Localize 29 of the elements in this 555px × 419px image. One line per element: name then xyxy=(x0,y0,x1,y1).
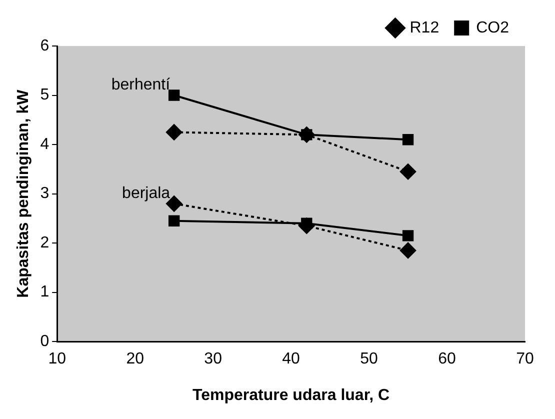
y-tick-label: 6 xyxy=(40,37,50,54)
legend-label: CO2 xyxy=(476,19,510,36)
y-tick-label: 2 xyxy=(40,234,50,252)
y-tick-label: 4 xyxy=(40,136,50,153)
x-axis-title: Temperature udara luar, C xyxy=(192,386,390,404)
y-tick-label: 5 xyxy=(40,86,50,104)
x-tick-label: 40 xyxy=(282,350,300,368)
point xyxy=(400,242,416,258)
point xyxy=(168,90,180,101)
point xyxy=(298,126,315,143)
point xyxy=(400,164,416,180)
y-tick-label: 1 xyxy=(40,284,50,301)
annotation: berjala xyxy=(122,185,170,202)
annotation: berhentí xyxy=(111,76,171,94)
y-tick-label: 3 xyxy=(40,185,50,202)
y-tick-label: 0 xyxy=(40,333,50,350)
x-tick-label: 60 xyxy=(438,350,456,368)
x-tick-label: 70 xyxy=(516,350,534,368)
x-tick-label: 30 xyxy=(204,350,222,368)
point xyxy=(166,124,182,140)
point xyxy=(168,215,180,226)
legend-label: R12 xyxy=(410,19,440,36)
y-axis-title: Kapasitas pendinginan, kW xyxy=(15,88,32,298)
x-tick-label: 10 xyxy=(48,350,66,368)
point xyxy=(402,134,414,146)
point xyxy=(298,218,315,234)
x-tick-label: 20 xyxy=(126,350,144,368)
point xyxy=(402,230,414,242)
x-tick-label: 50 xyxy=(360,350,378,368)
